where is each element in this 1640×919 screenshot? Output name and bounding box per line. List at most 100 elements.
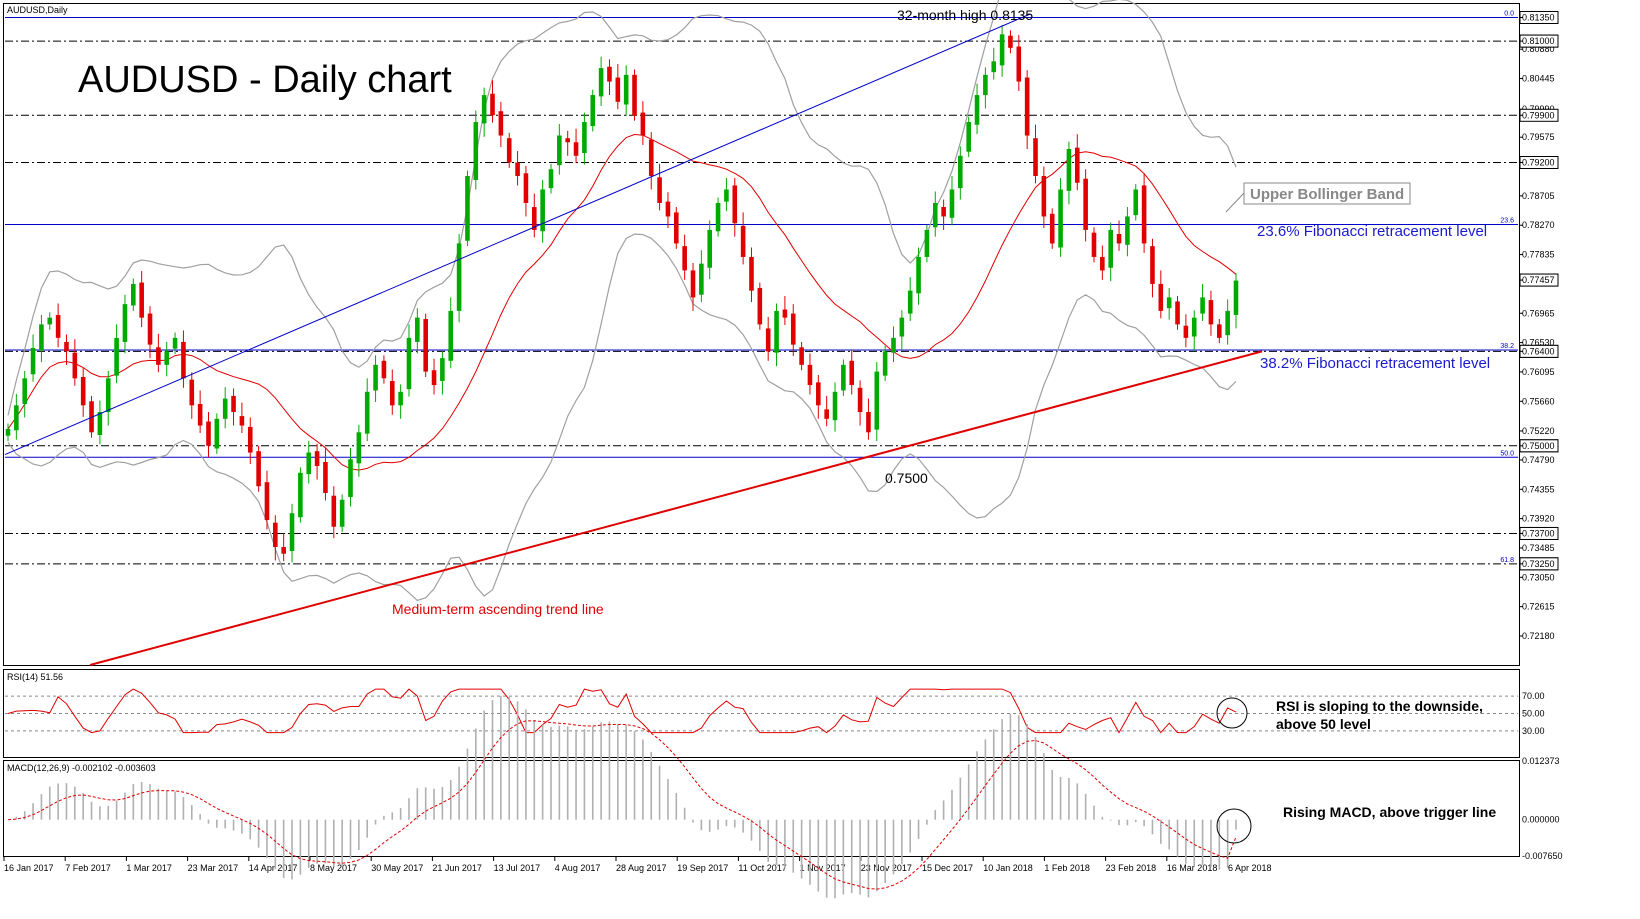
candle-body bbox=[891, 337, 896, 353]
candle-body bbox=[448, 310, 454, 361]
price-tick-label: 0.73050 bbox=[1522, 572, 1555, 582]
candle-body bbox=[824, 409, 829, 419]
candle-body bbox=[623, 74, 629, 105]
candle-body bbox=[907, 290, 913, 314]
candle-body bbox=[80, 376, 86, 406]
candle-body bbox=[765, 328, 771, 352]
candle-body bbox=[156, 347, 161, 365]
candle-body bbox=[356, 432, 362, 464]
date-tick-label: 1 Feb 2018 bbox=[1044, 863, 1090, 873]
rsi-note-line1: RSI is sloping to the downside, bbox=[1276, 698, 1483, 714]
macd-tick-label: 0.012373 bbox=[1522, 756, 1560, 766]
trend-annotation: Medium-term ascending trend line bbox=[392, 601, 604, 617]
high-annotation: 32-month high 0.8135 bbox=[897, 7, 1033, 23]
candle-body bbox=[615, 77, 621, 102]
date-tick-label: 11 Oct 2017 bbox=[738, 863, 786, 873]
date-tick-label: 13 Jul 2017 bbox=[494, 863, 541, 873]
candle-body bbox=[172, 337, 178, 349]
candle-body bbox=[323, 461, 328, 494]
price-tick-label: 0.76095 bbox=[1522, 367, 1555, 377]
candle-body bbox=[1016, 46, 1022, 82]
candle-body bbox=[373, 364, 378, 391]
candle-body bbox=[72, 352, 78, 379]
candle-body bbox=[941, 207, 946, 217]
date-tick-label: 23 Mar 2017 bbox=[188, 863, 239, 873]
fib-label-5: 38.2 bbox=[1500, 343, 1514, 350]
candle-body bbox=[364, 391, 370, 434]
candle-body bbox=[239, 416, 245, 426]
candle-body bbox=[214, 418, 220, 449]
candle-body bbox=[89, 401, 94, 433]
candle-body bbox=[1175, 301, 1180, 325]
date-tick-label: 30 May 2017 bbox=[371, 863, 423, 873]
candle-body bbox=[674, 212, 679, 244]
price-tick-label: 0.81000 bbox=[1522, 36, 1555, 46]
bollinger-bands bbox=[7, 0, 1237, 602]
candle-body bbox=[1158, 283, 1164, 311]
rsi-tick-label: 30.00 bbox=[1522, 726, 1545, 736]
price-tick-label: 0.73920 bbox=[1522, 514, 1555, 524]
candle-body bbox=[841, 364, 846, 391]
candle-body bbox=[983, 74, 988, 96]
candle-body bbox=[849, 360, 855, 386]
macd-pane-frame bbox=[3, 760, 1520, 857]
candle-body bbox=[406, 337, 412, 390]
candle-body bbox=[298, 472, 303, 518]
candle-body bbox=[47, 317, 53, 325]
candle-body bbox=[431, 370, 437, 386]
candle-body bbox=[715, 202, 721, 232]
macd-label: MACD(12,26,9) -0.002102 -0.003603 bbox=[7, 763, 156, 773]
fib-anchor-line bbox=[4, 13, 1031, 456]
price-tick-label: 0.78270 bbox=[1522, 220, 1555, 230]
candle-body bbox=[598, 68, 604, 97]
date-tick-label: 10 Jan 2018 bbox=[983, 863, 1033, 873]
lower-bollinger-band bbox=[7, 233, 1237, 602]
rsi-pane-frame bbox=[3, 669, 1520, 758]
candle-body bbox=[958, 155, 963, 189]
trend-lines bbox=[4, 13, 1263, 666]
candle-body bbox=[1024, 77, 1030, 136]
candle-body bbox=[573, 142, 579, 156]
candle-body bbox=[1216, 324, 1222, 338]
candle-body bbox=[415, 317, 420, 342]
candle-body bbox=[1116, 234, 1122, 244]
date-tick-label: 15 Dec 2017 bbox=[922, 863, 973, 873]
upper-band-callout-line bbox=[1225, 192, 1245, 213]
candle-body bbox=[281, 546, 286, 554]
candle-body bbox=[590, 95, 596, 127]
date-tick-label: 23 Feb 2018 bbox=[1106, 863, 1157, 873]
date-tick-label: 16 Mar 2018 bbox=[1167, 863, 1218, 873]
candle-body bbox=[707, 229, 713, 268]
candle-body bbox=[114, 337, 119, 376]
fib-label-4: 23.6 bbox=[1500, 218, 1514, 225]
candle-body bbox=[515, 162, 520, 176]
candle-body bbox=[55, 314, 61, 338]
upper-band-annotation: Upper Bollinger Band bbox=[1250, 186, 1404, 203]
rsi-line bbox=[7, 688, 1237, 734]
candle-body bbox=[949, 189, 955, 218]
fib-label-10: 61.8 bbox=[1500, 557, 1514, 564]
candle-body bbox=[1049, 213, 1055, 244]
candle-body bbox=[247, 426, 253, 453]
candle-body bbox=[1233, 280, 1239, 315]
candle-body bbox=[1074, 147, 1080, 183]
candle-body bbox=[490, 93, 495, 116]
candle-body bbox=[1208, 300, 1214, 325]
fib382-annotation: 38.2% Fibonacci retracement level bbox=[1260, 355, 1490, 372]
candle-body bbox=[1058, 189, 1063, 248]
candle-body bbox=[256, 451, 261, 487]
candle-body bbox=[807, 364, 813, 386]
rsi-pane: 70.00 50.00 30.00 bbox=[5, 688, 1545, 736]
date-tick-label: 8 May 2017 bbox=[310, 863, 357, 873]
candle-body bbox=[331, 495, 337, 527]
candles bbox=[5, 24, 1239, 563]
moving-average-line bbox=[7, 133, 1237, 471]
candle-body bbox=[782, 309, 788, 318]
candle-body bbox=[1183, 325, 1189, 338]
price-tick-label: 0.79200 bbox=[1522, 158, 1555, 168]
candle-body bbox=[264, 482, 270, 520]
date-tick-label: 1 Mar 2017 bbox=[126, 863, 172, 873]
candle-body bbox=[1091, 232, 1097, 257]
candle-body bbox=[582, 122, 587, 154]
